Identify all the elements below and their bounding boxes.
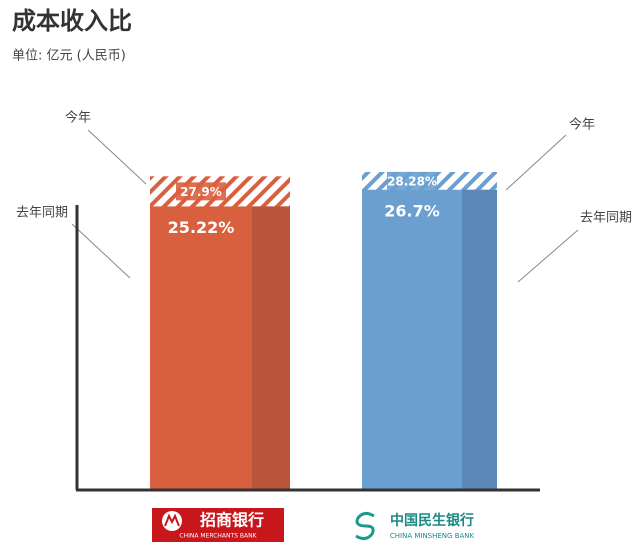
callout-line [71,223,131,279]
logo-icon [164,513,180,527]
bars: 27.9% 25.22% 28.28% 26.7% [150,171,497,491]
value-label: 28.28% [387,174,437,188]
x-tick-sublabel: CHINA MERCHANTS BANK [179,533,257,540]
bar-shade [462,189,497,491]
callout-line [517,229,579,283]
logo-icon [355,511,375,541]
callout-label: 去年同期 [16,206,68,221]
callout-label: 今年 [65,110,91,126]
value-label-box [176,182,226,201]
value-label: 26.7% [384,201,440,220]
value-label: 27.9% [180,185,222,199]
x-tick-label: 招商银行 [200,511,264,530]
value-label-box [387,171,437,190]
chart-subtitle: 单位: 亿元 (人民币) [12,49,126,64]
callout-label: 去年同期 [580,211,632,226]
x-tick-label: 中国民生银行 [390,512,474,529]
x-tick-sublabel: CHINA MINSHENG BANK [390,532,475,540]
bar-shade [252,206,290,491]
value-label: 25.22% [168,218,235,237]
callout-line [87,129,147,185]
callout-label: 今年 [569,117,595,133]
chart-title: 成本收入比 [12,7,132,35]
callout-line [505,134,567,191]
